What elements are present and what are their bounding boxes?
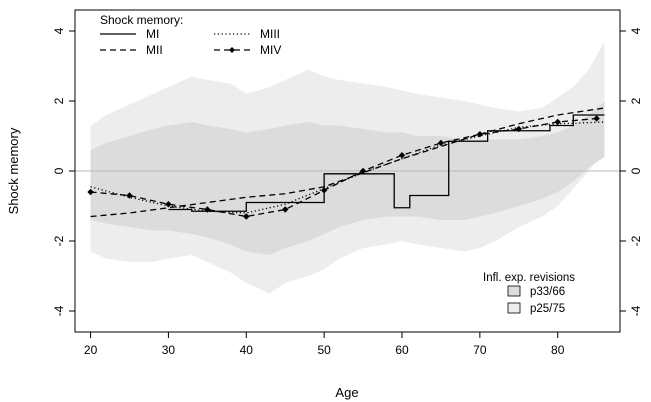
series-marker-miv <box>204 206 211 213</box>
x-tick-label: 50 <box>317 343 331 357</box>
y-tick-label-left: -2 <box>52 235 66 246</box>
series-marker-miv <box>593 115 600 122</box>
series-legend: Shock memory: MI MII MIII MIV <box>90 11 296 63</box>
series-marker-miv <box>282 206 289 213</box>
series-lines <box>87 107 605 220</box>
series-marker-miv <box>87 188 94 196</box>
series-line-mi <box>168 114 605 212</box>
x-tick-label: 60 <box>395 343 409 357</box>
series-legend-title: Shock memory: <box>100 13 183 27</box>
series-marker-miv <box>320 187 328 194</box>
series-marker-miv <box>165 201 172 208</box>
band-legend: Infl. exp. revisions p33/66 p25/75 <box>466 266 616 330</box>
x-tick-label: 20 <box>84 343 98 357</box>
x-tick-label: 30 <box>162 343 176 357</box>
legend-label-mi: MI <box>146 27 159 41</box>
y-axis-label: Shock memory <box>6 127 21 214</box>
series-marker-miv <box>515 125 522 133</box>
series-line-mii <box>90 107 605 218</box>
band-swatch-p33-66 <box>507 285 521 297</box>
series-marker-miv <box>476 131 484 138</box>
x-axis-label: Age <box>335 385 358 400</box>
legend-marker-miv <box>229 47 235 53</box>
x-tick-label: 80 <box>551 343 565 357</box>
percentile-bands <box>90 41 605 294</box>
band-legend-title: Infl. exp. revisions <box>483 272 575 284</box>
y-tick-label-left: 2 <box>52 97 66 104</box>
series-marker-miv <box>554 118 561 126</box>
band-label-p33-66: p33/66 <box>530 286 565 298</box>
y-tick-label-left: 4 <box>52 27 66 34</box>
series-marker-miv <box>398 152 406 159</box>
legend-label-miv: MIV <box>260 43 281 57</box>
series-marker-miv <box>126 192 133 199</box>
band-legend-box <box>466 266 616 330</box>
axes: 20 30 40 50 60 70 80 -4 -4 -2 -2 0 0 2 2 4 4 <box>52 27 643 357</box>
y-tick-label-right: 2 <box>629 97 643 104</box>
series-marker-miv <box>359 167 367 175</box>
y-tick-label-right: 4 <box>629 27 643 34</box>
y-tick-label-right: -4 <box>629 305 643 316</box>
x-tick-label: 70 <box>473 343 487 357</box>
series-marker-miv <box>243 213 250 220</box>
y-tick-label-right: 0 <box>629 167 643 174</box>
band-swatch-p25-75 <box>507 302 521 314</box>
y-tick-label-left: 0 <box>52 167 66 174</box>
x-tick-label: 40 <box>240 343 254 357</box>
series-legend-box <box>90 11 296 63</box>
series-line-miv <box>90 117 597 218</box>
series-marker-miv <box>437 139 445 147</box>
legend-label-miii: MIII <box>260 27 280 41</box>
band-label-p25-75: p25/75 <box>530 303 565 315</box>
y-tick-label-left: -4 <box>52 305 66 316</box>
y-tick-label-right: -2 <box>629 235 643 246</box>
legend-label-mii: MII <box>146 43 163 57</box>
